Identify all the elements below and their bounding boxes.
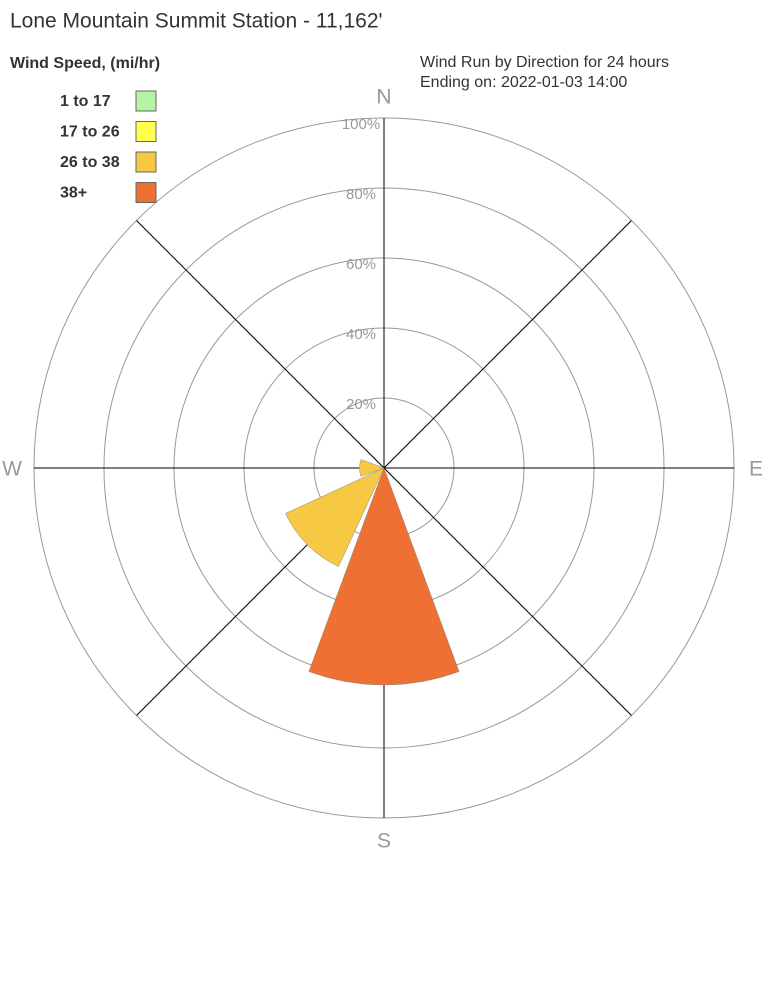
legend-swatch [135, 182, 157, 203]
wedge [308, 467, 460, 686]
direction-label: S [377, 830, 391, 853]
wedge [359, 459, 385, 477]
subtitle: Ending on: 2022-01-03 14:00 [420, 74, 627, 91]
legend-swatch [135, 121, 157, 142]
r-tick-label: 100% [342, 116, 380, 133]
r-tick-label: 20% [346, 396, 376, 413]
wedge [285, 467, 385, 567]
legend-swatch [135, 151, 157, 173]
legend-label: 26 to 38 [60, 154, 120, 171]
legend-label: 38+ [60, 185, 87, 202]
r-tick-label: 80% [346, 186, 376, 203]
legend-label: 1 to 17 [60, 93, 111, 110]
chart-title: Lone Mountain Summit Station - 11,162' [10, 10, 383, 33]
legend-title: Wind Speed, (mi/hr) [10, 55, 160, 72]
r-tick-label: 60% [346, 256, 376, 273]
subtitle: Wind Run by Direction for 24 hours [420, 54, 669, 71]
direction-label: N [376, 86, 391, 109]
direction-label: E [749, 458, 763, 481]
r-tick-label: 40% [346, 326, 376, 343]
legend-swatch [135, 90, 157, 112]
direction-label: W [2, 458, 22, 481]
legend-label: 17 to 26 [60, 124, 120, 141]
